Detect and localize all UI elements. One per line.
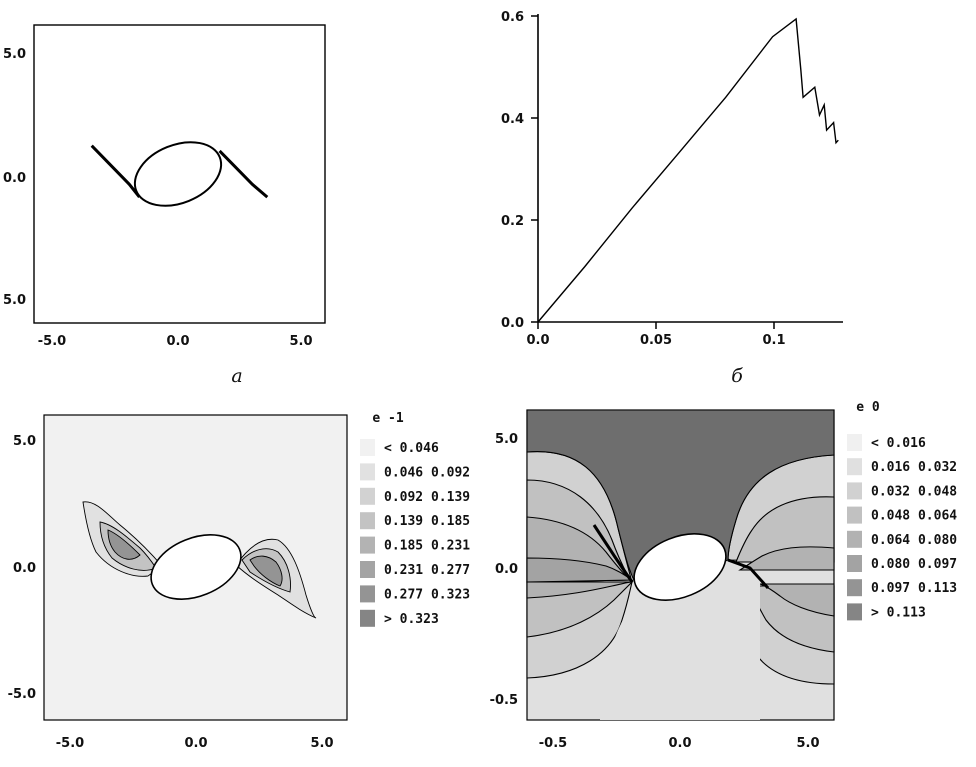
panel-c-legend-swatch (360, 439, 375, 456)
panel-c-left-lobe-core (107, 529, 141, 560)
panel-d-ytick: 5.0 (495, 432, 518, 447)
panel-d-legend-label: > 0.113 (871, 605, 926, 620)
panel-c-legend-label: 0.092 0.139 (384, 490, 470, 505)
panel-c-ytick: -5.0 (8, 687, 36, 702)
panel-c-legend-swatch (360, 585, 375, 603)
panel-d-right-band-2 (735, 496, 835, 563)
panel-d-ellipse-hole (633, 533, 727, 601)
panel-d-center-band (600, 575, 760, 720)
panel-b: 0.6 0.4 0.2 0.0 0.0 0.05 0.1 б (501, 10, 843, 387)
panel-c-legend-title: e -1 (372, 411, 403, 426)
panel-b-ytick: 0.6 (501, 10, 524, 25)
panel-d-legend: < 0.016 0.016 0.032 0.032 0.048 0.048 0.064… (847, 434, 957, 621)
panel-c: -5.0 0.0 5.0 5.0 0.0 -5.0 e -1 < 0.046 0.… (8, 411, 471, 751)
panel-b-xtick: 0.1 (762, 333, 785, 348)
panel-a-crack-line (90, 144, 141, 199)
panel-c-legend-label: < 0.046 (384, 441, 439, 456)
panel-d-legend-swatch (847, 482, 862, 500)
panel-b-caption: б (731, 365, 743, 387)
panel-b-tick-marks (531, 15, 775, 329)
panel-c-legend-swatch (360, 536, 375, 554)
panel-c-ellipse-hole (150, 534, 242, 600)
panel-b-xtick: 0.0 (526, 333, 549, 348)
panel-c-legend-label: 0.277 0.323 (384, 587, 470, 602)
panel-d-ytick: -0.5 (490, 693, 518, 708)
panel-c-xtick: -5.0 (56, 736, 84, 751)
panel-d-xtick: -0.5 (539, 736, 567, 751)
panel-d-legend-label: < 0.016 (871, 436, 926, 451)
panel-c-ytick: 5.0 (13, 434, 36, 449)
panel-d-legend-swatch (847, 603, 862, 621)
panel-d-xtick: 0.0 (668, 736, 691, 751)
panel-c-legend-swatch (360, 561, 375, 578)
panel-b-ytick: 0.0 (501, 316, 524, 331)
panel-d-crack-left (592, 524, 634, 583)
panel-d-ytick: 0.0 (495, 562, 518, 577)
panel-a-xtick: -5.0 (38, 334, 66, 349)
panel-d-crack-right (727, 558, 770, 590)
panel-c-ytick: 0.0 (13, 561, 36, 576)
panel-b-series-line (537, 17, 839, 323)
panel-a-crack-series (90, 144, 269, 199)
panel-d-legend-swatch (847, 530, 862, 548)
panel-d-legend-swatch (847, 434, 862, 451)
panel-d-legend-label: 0.032 0.048 (871, 484, 957, 499)
panel-a-ytick: 0.0 (3, 171, 26, 186)
panel-a-ytick: 5.0 (3, 47, 26, 62)
panel-d-legend-label: 0.048 0.064 (871, 509, 957, 524)
panel-c-legend-swatch (360, 512, 375, 530)
panel-c-legend: < 0.046 0.046 0.092 0.092 0.139 0.139 0.185… (360, 439, 470, 627)
panel-d-right-lower-band-3 (759, 583, 835, 617)
panel-a-crack-line (218, 149, 269, 199)
panel-d-contour-bands (526, 409, 835, 720)
panel-c-legend-label: > 0.323 (384, 612, 439, 627)
panel-d-legend-swatch (847, 458, 862, 476)
panel-d-legend-swatch (847, 555, 862, 572)
panel-b-ytick: 0.2 (501, 214, 524, 229)
panel-c-legend-swatch (360, 463, 375, 481)
panel-c-xtick: 0.0 (184, 736, 207, 751)
panel-c-legend-label: 0.231 0.277 (384, 563, 470, 578)
panel-c-legend-swatch (360, 609, 375, 627)
panel-d-legend-swatch (847, 506, 862, 524)
panel-a-xtick: 5.0 (289, 334, 312, 349)
panel-d-legend-label: 0.080 0.097 (871, 557, 957, 572)
panel-c-xtick: 5.0 (310, 736, 333, 751)
panel-d-legend-label: 0.097 0.113 (871, 581, 957, 596)
panel-c-right-lobe-core (249, 555, 283, 587)
panel-c-legend-label: 0.139 0.185 (384, 514, 470, 529)
panel-a: -5.0 0.0 5.0 5.0 0.0 5.0 a (3, 24, 326, 387)
panel-d-legend-label: 0.016 0.032 (871, 460, 957, 475)
panel-d: -0.5 0.0 5.0 5.0 0.0 -0.5 e 0 < 0.016 0.0… (490, 400, 958, 751)
panel-d-legend-title: e 0 (856, 400, 880, 415)
panel-d-legend-label: 0.064 0.080 (871, 533, 957, 548)
panel-d-right-band-3 (738, 546, 835, 571)
panel-a-caption: a (231, 365, 242, 387)
panel-b-ytick: 0.4 (501, 112, 524, 127)
panel-d-legend-swatch (847, 579, 862, 597)
panel-d-xtick: 5.0 (796, 736, 819, 751)
panel-c-legend-label: 0.046 0.092 (384, 465, 470, 480)
panel-b-xtick: 0.05 (640, 333, 672, 348)
panel-a-ytick: 5.0 (3, 293, 26, 308)
panel-c-legend-swatch (360, 487, 375, 505)
panel-a-xtick: 0.0 (166, 334, 189, 349)
panel-c-legend-label: 0.185 0.231 (384, 539, 470, 554)
